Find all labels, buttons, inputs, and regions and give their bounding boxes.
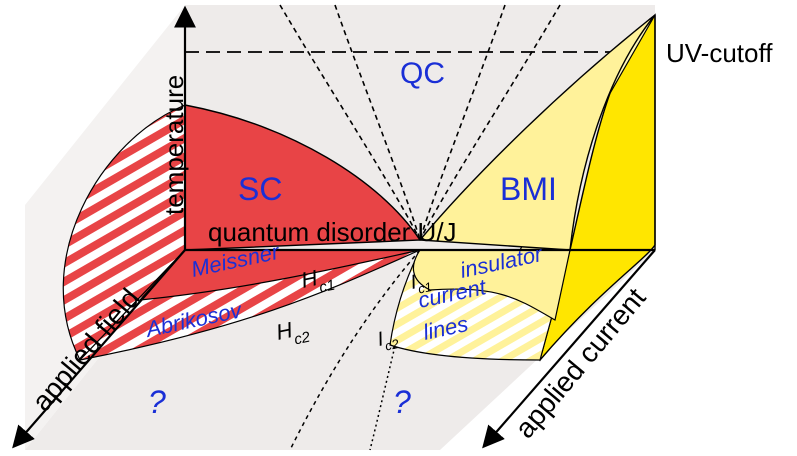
sc-label: SC: [238, 171, 282, 207]
unknown-right-label: ?: [393, 384, 411, 420]
applied-field-axis: [12, 249, 186, 449]
qc-crossover-left-outer: [279, 4, 421, 241]
sc-striped-side: [62, 104, 186, 362]
quantum-disorder-label: quantum disorder U/J: [208, 217, 457, 247]
temperature-label: temperature: [159, 75, 189, 215]
svg-text:I: I: [408, 271, 418, 294]
svg-text:I: I: [375, 328, 385, 351]
hc1-label: H c1: [299, 265, 337, 296]
qc-label: QC: [400, 57, 445, 90]
svg-text:c2: c2: [293, 328, 313, 348]
ic1-label: I c1: [408, 271, 434, 297]
insulator-floor-region: [412, 249, 571, 321]
svg-text:c1: c1: [318, 276, 337, 296]
unknown-left-label: ?: [148, 384, 166, 420]
meissner-region: [138, 249, 421, 301]
sc-dome: [184, 104, 422, 251]
svg-text:c1: c1: [417, 279, 434, 297]
floor-dashed-line-1: [289, 249, 421, 451]
svg-text:H: H: [274, 317, 295, 345]
svg-text:c2: c2: [384, 336, 401, 354]
hc2-label: H c2: [274, 317, 313, 348]
bmi-label: BMI: [500, 171, 557, 207]
qc-crossover-right-inner: [419, 4, 506, 241]
qc-crossover-right-outer: [419, 4, 561, 241]
ic2-label: I c2: [375, 328, 401, 354]
qc-crossover-left-inner: [334, 4, 421, 241]
uv-cutoff-label: UV-cutoff: [666, 38, 773, 68]
svg-text:H: H: [299, 265, 320, 293]
applied-current-axis: [482, 249, 656, 449]
